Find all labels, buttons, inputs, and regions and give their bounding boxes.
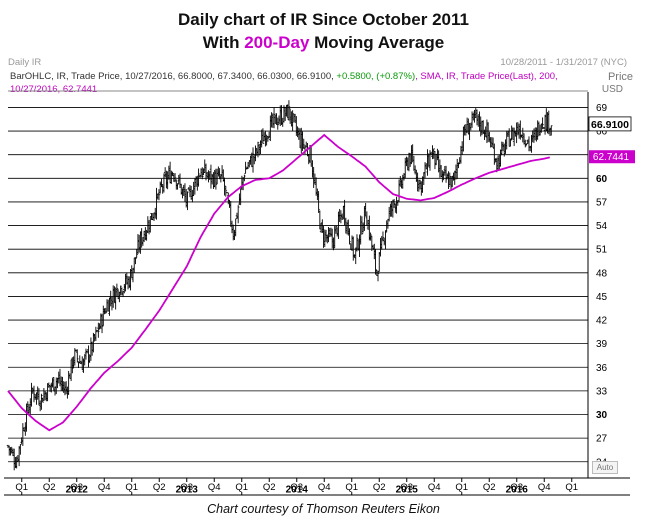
- y-tick-39: 39: [596, 339, 608, 350]
- y-tick-27: 27: [596, 434, 608, 445]
- y-tick-33: 33: [596, 386, 608, 397]
- chart-credit: Chart courtesy of Thomson Reuters Eikon: [207, 502, 440, 516]
- y-tick-36: 36: [596, 363, 608, 374]
- x-tick-Q1: Q1: [125, 482, 138, 493]
- year-label-2014: 2014: [286, 485, 309, 496]
- chart-title-line1: Daily chart of IR Since October 2011: [177, 10, 469, 29]
- currency-label: USD: [601, 84, 623, 95]
- y-tick-51: 51: [596, 245, 608, 256]
- y-axis: 24273033363942454851545760636669: [587, 92, 608, 478]
- legend-line1: BarOHLC, IR, Trade Price, 10/27/2016, 66…: [10, 71, 558, 82]
- year-label-2016: 2016: [506, 485, 529, 496]
- x-tick-Q4: Q4: [538, 482, 551, 493]
- year-label-2013: 2013: [176, 485, 199, 496]
- y-tick-45: 45: [596, 292, 608, 303]
- last-price-label: 66.9100: [591, 119, 629, 131]
- x-axis: Q1 Q2 Q3 Q4 Q1 Q2 Q3 Q4 Q1 Q2 Q3 Q4 Q1 Q2 Q3 Q4 Q1 Q2 Q3 Q4…: [4, 477, 630, 496]
- x-tick-Q3: Q3: [180, 482, 193, 493]
- title-line2-suffix: Moving Average: [309, 33, 445, 52]
- grid-lines: [8, 90, 588, 463]
- year-label-2012: 2012: [66, 485, 89, 496]
- x-tick-Q2: Q2: [483, 482, 496, 493]
- x-tick-Q4: Q4: [428, 482, 441, 493]
- legend-sma-label: , SMA, IR, Trade Price(Last), 200,: [415, 71, 558, 82]
- x-tick-Q1: Q1: [15, 482, 28, 493]
- y-tick-30: 30: [596, 410, 608, 421]
- legend-line2: 10/27/2016, 62.7441: [10, 84, 98, 95]
- instrument-name: Daily IR: [8, 57, 42, 68]
- sma-value-label: 62.7441: [593, 152, 630, 163]
- sma-series: [7, 133, 550, 432]
- title-highlight-200-day: 200-Day: [244, 33, 310, 52]
- x-tick-Q1: Q1: [565, 482, 578, 493]
- year-label-2015: 2015: [396, 485, 419, 496]
- x-tick-Q4: Q4: [318, 482, 331, 493]
- legend-change: +0.5800, (+0.87%): [336, 71, 416, 82]
- last-price-box: [588, 116, 632, 132]
- x-tick-Q3: Q3: [290, 482, 303, 493]
- date-range: 10/28/2011 - 1/31/2017 (NYC): [500, 57, 627, 68]
- legend-ohlc-values: BarOHLC, IR, Trade Price, 10/27/2016, 66…: [10, 71, 337, 82]
- x-tick-Q2: Q2: [153, 482, 166, 493]
- sma-value-box: [589, 150, 635, 164]
- y-tick-69: 69: [596, 103, 608, 114]
- y-tick-60: 60: [596, 174, 608, 185]
- sma-line: [7, 133, 550, 432]
- x-tick-Q2: Q2: [263, 482, 276, 493]
- x-tick-Q4: Q4: [98, 482, 111, 493]
- x-tick-Q3: Q3: [70, 482, 83, 493]
- y-tick-57: 57: [596, 197, 608, 208]
- title-line2-prefix: With: [202, 33, 245, 52]
- x-tick-Q1: Q1: [455, 482, 468, 493]
- chart-title-line2: With 200-Day Moving Average: [0, 33, 647, 53]
- ohlc-bars: [6, 100, 553, 471]
- price-axis-label: Price: [607, 71, 633, 83]
- y-tick-54: 54: [596, 221, 608, 232]
- x-tick-Q1: Q1: [345, 482, 358, 493]
- price-tags: 66.9100 62.7441: [588, 116, 635, 164]
- y-tick-42: 42: [596, 316, 608, 327]
- x-tick-Q4: Q4: [208, 482, 221, 493]
- x-tick-Q1: Q1: [235, 482, 248, 493]
- auto-scale-button[interactable]: Auto: [592, 461, 618, 474]
- x-tick-Q2: Q2: [43, 482, 56, 493]
- y-tick-48: 48: [596, 268, 608, 279]
- y-tick-66: 66: [596, 127, 608, 138]
- x-tick-Q2: Q2: [373, 482, 386, 493]
- x-tick-Q3: Q3: [510, 482, 523, 493]
- x-tick-Q3: Q3: [400, 482, 413, 493]
